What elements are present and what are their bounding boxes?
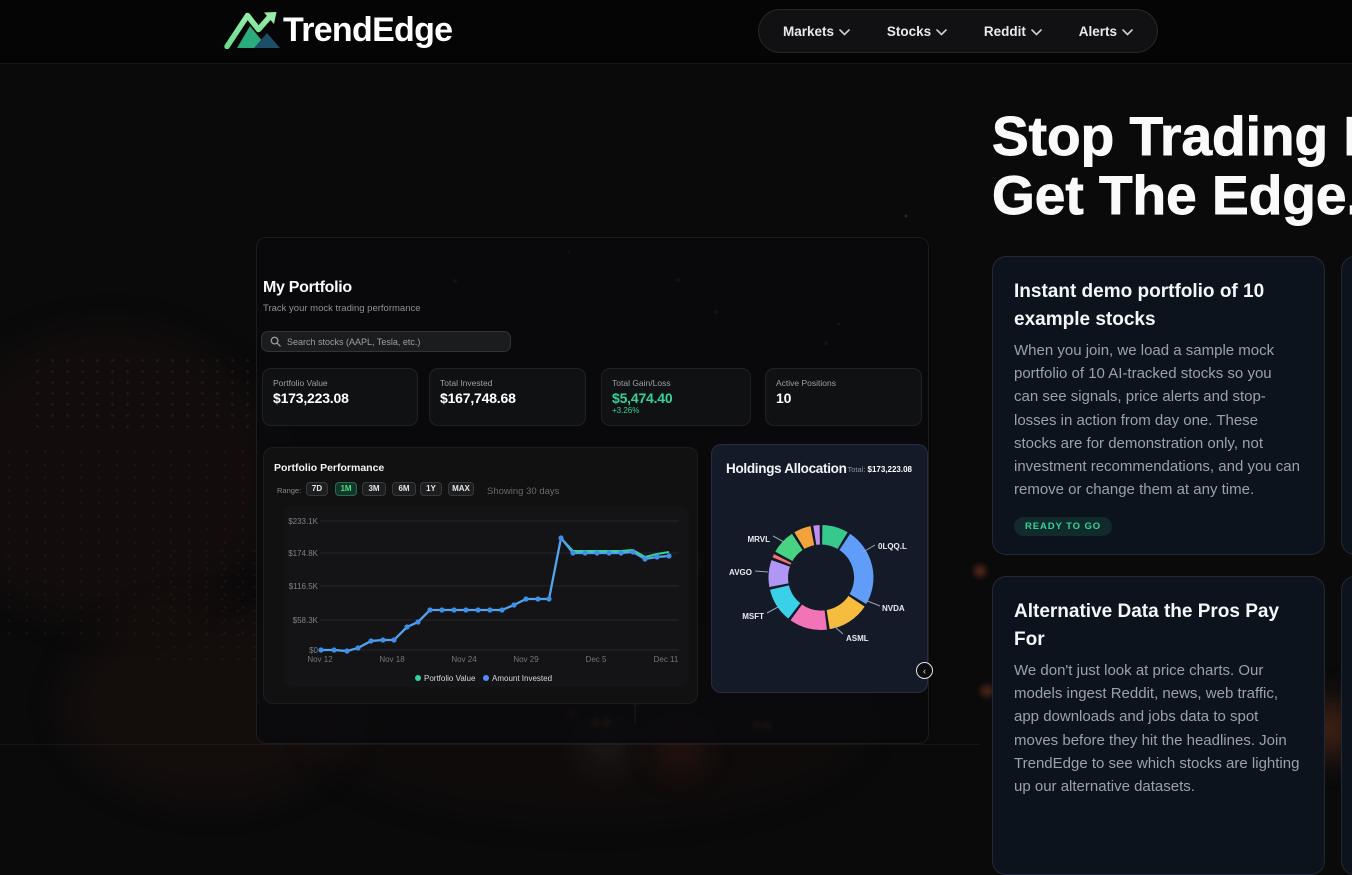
svg-text:$0: $0	[309, 646, 318, 655]
svg-text:$116.5K: $116.5K	[289, 582, 319, 591]
svg-text:MRVL: MRVL	[747, 535, 770, 544]
svg-text:$233.1K: $233.1K	[288, 517, 318, 526]
svg-text:NVDA: NVDA	[882, 604, 905, 613]
svg-text:Nov 24: Nov 24	[451, 655, 477, 664]
svg-text:MSFT: MSFT	[742, 612, 764, 621]
svg-text:Nov 18: Nov 18	[379, 655, 405, 664]
svg-text:Nov 12: Nov 12	[307, 655, 333, 664]
svg-text:Dec 5: Dec 5	[586, 655, 607, 664]
svg-text:Amount Invested: Amount Invested	[492, 674, 552, 683]
svg-text:0LQQ.L: 0LQQ.L	[878, 542, 907, 551]
svg-text:AVGO: AVGO	[729, 568, 752, 577]
svg-text:Nov 29: Nov 29	[513, 655, 539, 664]
svg-text:Portfolio Value: Portfolio Value	[424, 674, 476, 683]
svg-text:$58.3K: $58.3K	[293, 616, 319, 625]
svg-text:Dec 11: Dec 11	[654, 655, 679, 664]
svg-text:$174.8K: $174.8K	[288, 549, 318, 558]
svg-text:ASML: ASML	[846, 634, 869, 643]
